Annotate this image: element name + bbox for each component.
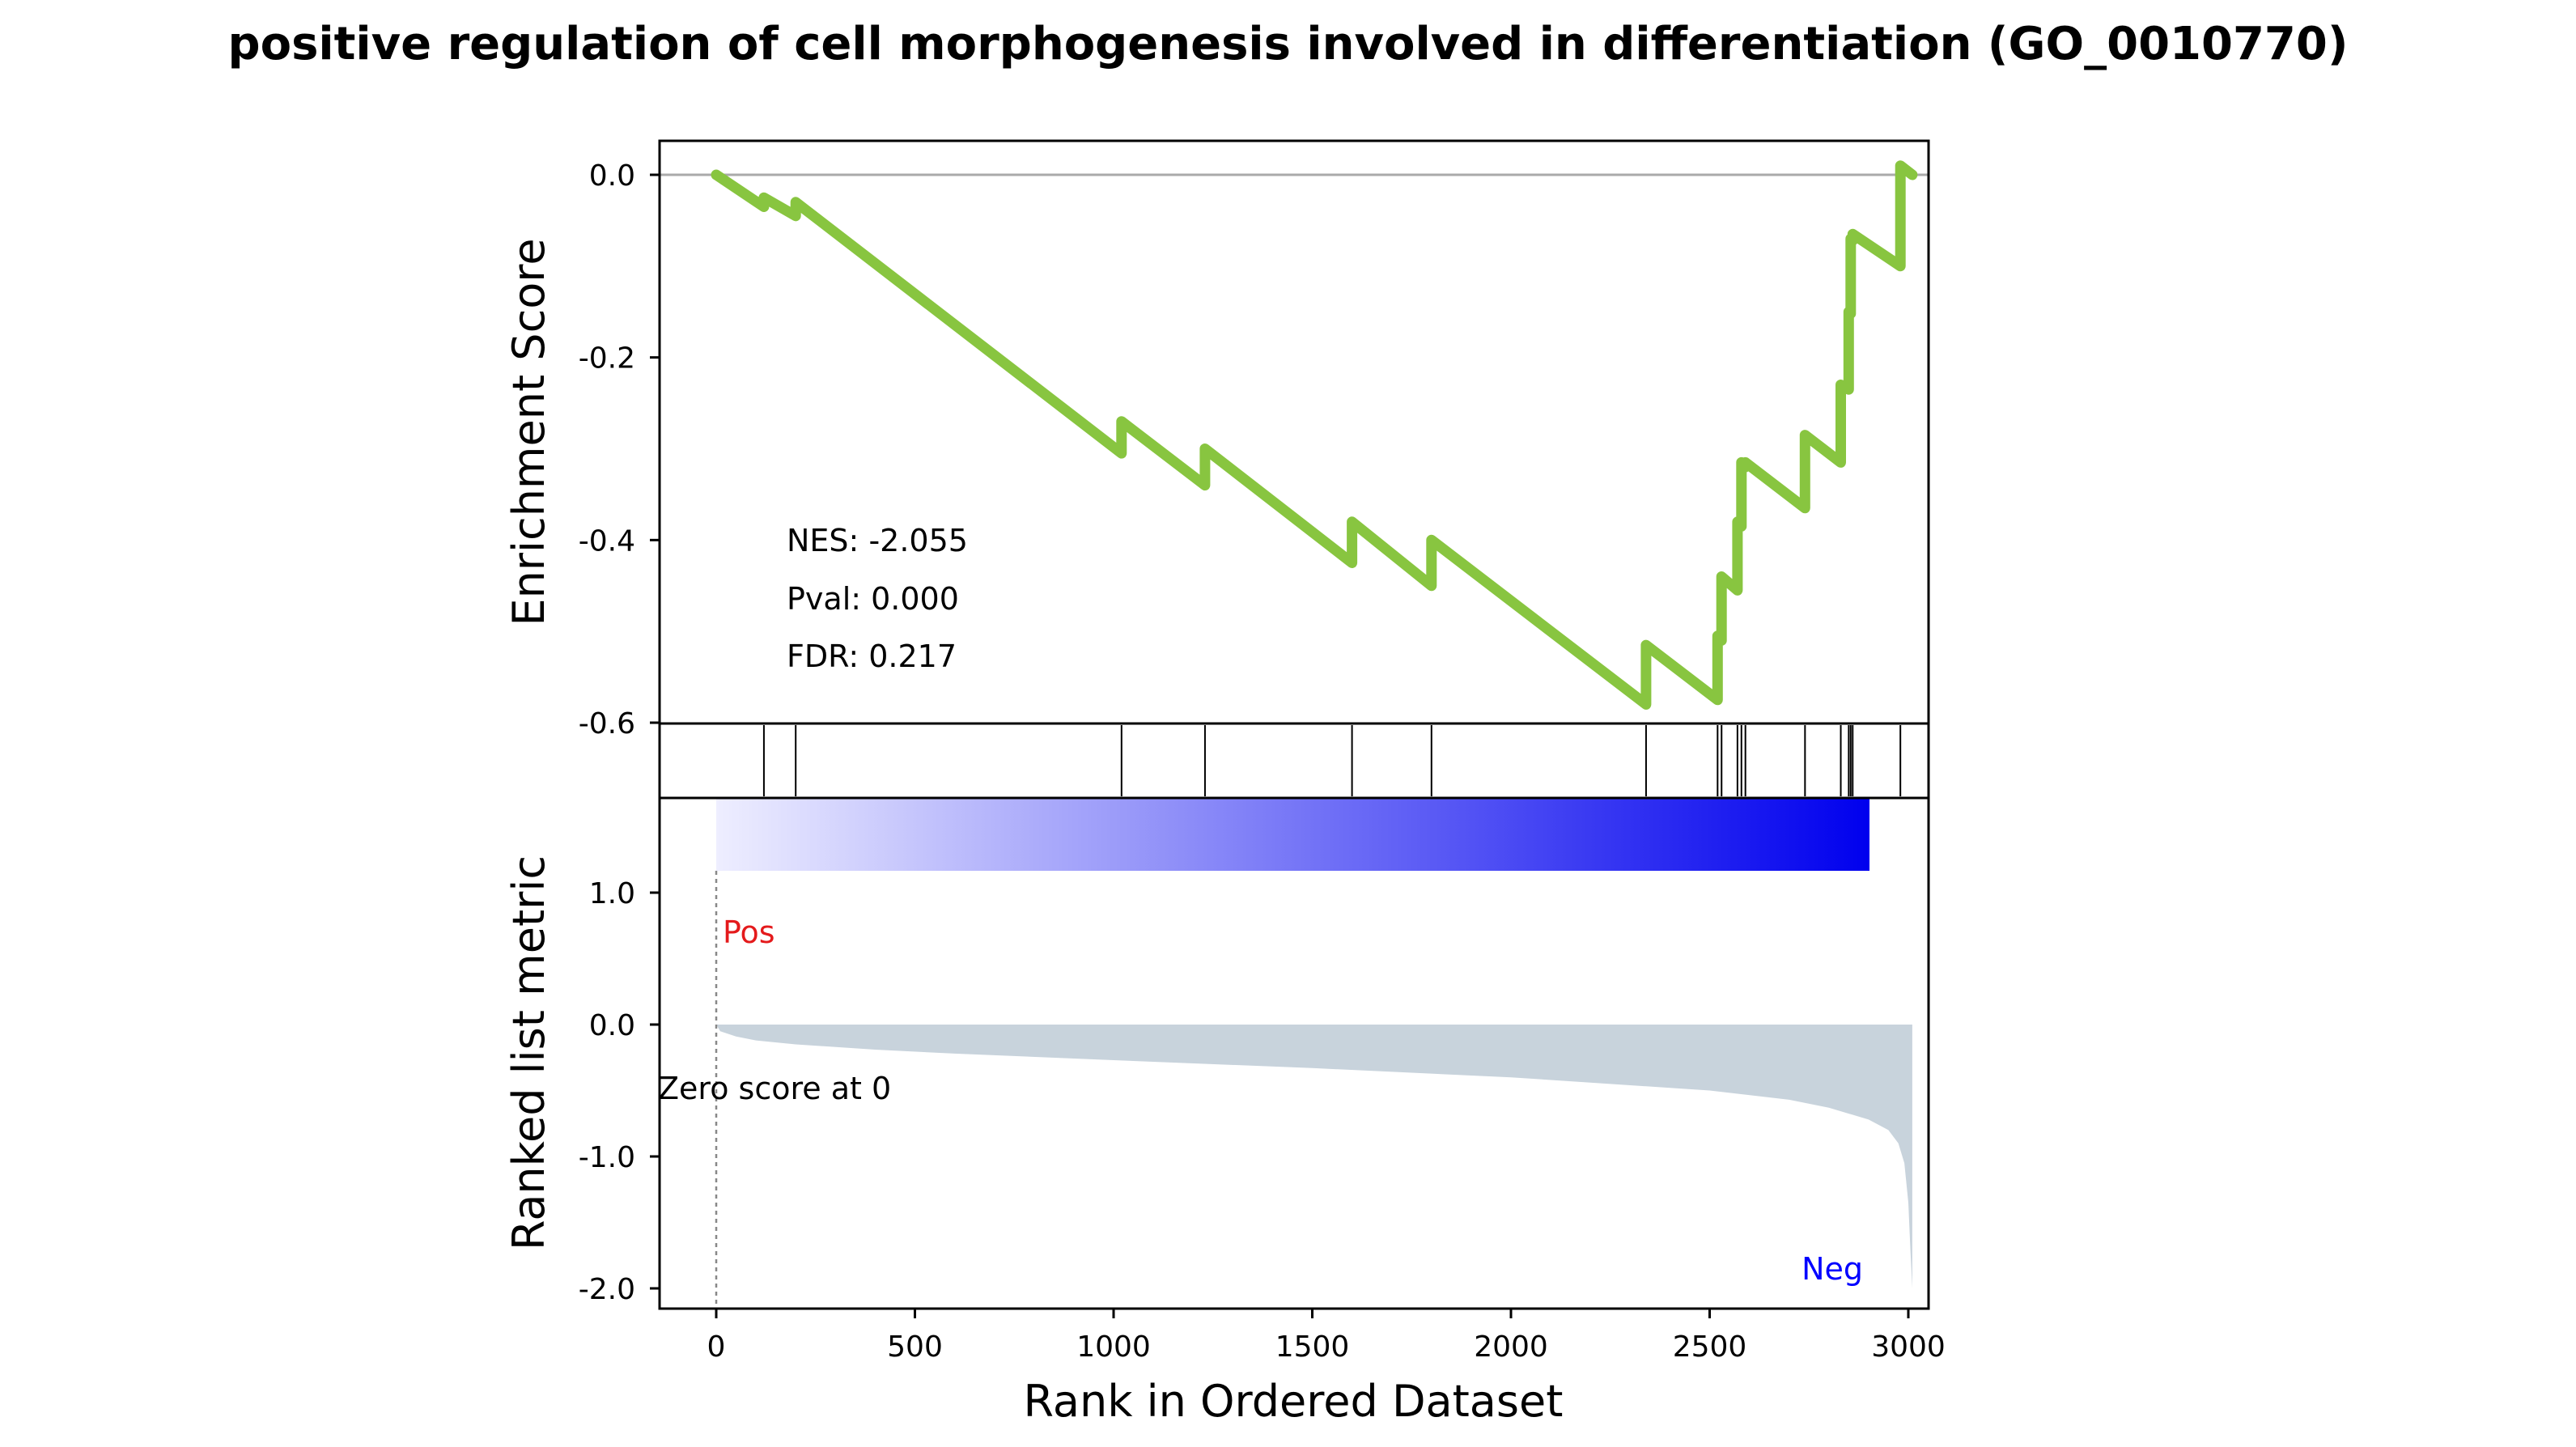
hit-lines bbox=[762, 725, 1902, 796]
neg-annotation: Neg bbox=[1802, 1251, 1863, 1287]
metric-panel: 1.00.0-1.0-2.0 0 500 1000 1500 2000 2500 3000 … bbox=[503, 796, 1946, 1427]
metric-y-tick-label: 0.0 bbox=[589, 1009, 635, 1042]
es-frame bbox=[658, 139, 1930, 725]
rank-gradient-bar bbox=[716, 798, 1869, 871]
x-tick-label: 1500 bbox=[1275, 1330, 1350, 1364]
hits-panel bbox=[658, 722, 1930, 800]
x-ticks: 0 500 1000 1500 2000 2500 3000 bbox=[707, 1309, 1946, 1364]
x-tick-label: 2500 bbox=[1673, 1330, 1747, 1364]
es-y-ticks: 0.0 -0.2 -0.4 -0.6 bbox=[579, 159, 660, 740]
x-tick-label: 0 bbox=[707, 1330, 726, 1364]
metric-area bbox=[716, 1025, 1912, 1288]
nes-stat: NES: -2.055 bbox=[787, 523, 968, 558]
es-y-tick-label: 0.0 bbox=[589, 159, 635, 193]
x-axis-label: Rank in Ordered Dataset bbox=[1024, 1376, 1564, 1427]
es-series-line bbox=[711, 160, 1918, 710]
es-y-axis-label: Enrichment Score bbox=[503, 238, 554, 626]
fdr-stat: FDR: 0.217 bbox=[787, 639, 957, 674]
pos-annotation: Pos bbox=[723, 914, 775, 950]
x-tick-label: 1000 bbox=[1076, 1330, 1151, 1364]
chart-title: positive regulation of cell morphogenesi… bbox=[227, 18, 2349, 70]
x-tick-label: 3000 bbox=[1871, 1330, 1946, 1364]
pval-stat: Pval: 0.000 bbox=[787, 581, 959, 617]
es-y-tick-label: -0.4 bbox=[579, 524, 635, 558]
zero-score-annotation: Zero score at 0 bbox=[658, 1071, 891, 1106]
metric-y-tick-label: 1.0 bbox=[589, 877, 635, 910]
es-panel: 0.0 -0.2 -0.4 -0.6 Enrichment Score NES: -2… bbox=[503, 139, 1930, 740]
metric-y-tick-label: -2.0 bbox=[579, 1273, 635, 1306]
metric-frame bbox=[658, 796, 1930, 1310]
es-y-tick-label: -0.2 bbox=[579, 342, 635, 376]
x-tick-label: 500 bbox=[887, 1330, 943, 1364]
metric-y-tick-label: -1.0 bbox=[579, 1141, 635, 1174]
es-y-tick-label: -0.6 bbox=[579, 707, 635, 740]
metric-y-axis-label: Ranked list metric bbox=[503, 855, 554, 1250]
metric-y-ticks: 1.0 0.0 -1.0 -2.0 bbox=[579, 877, 660, 1306]
x-tick-label: 2000 bbox=[1474, 1330, 1548, 1364]
